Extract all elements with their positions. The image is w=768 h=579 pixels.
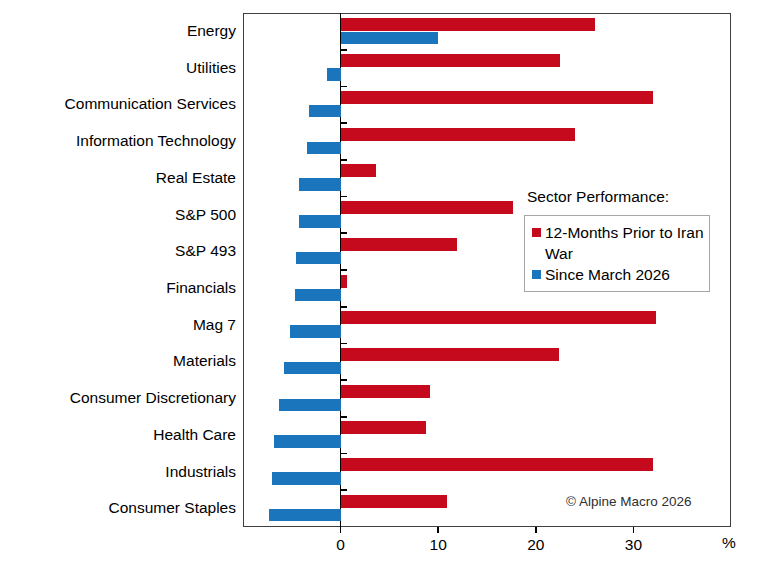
- legend-swatch-red-icon: [532, 228, 541, 237]
- bar-since-march: [274, 435, 340, 448]
- bar-since-march: [269, 509, 340, 522]
- category-axis-tick: [341, 306, 347, 308]
- category-label: S&P 493: [0, 233, 236, 270]
- legend-label-since: Since March 2026: [545, 264, 705, 285]
- category-label: Energy: [0, 13, 236, 50]
- category-label: Health Care: [0, 417, 236, 454]
- bar-since-march: [299, 178, 341, 191]
- bar-since-march: [307, 142, 340, 155]
- legend-label-prior: 12-Months Prior to Iran War: [545, 222, 705, 264]
- bar-prior-iran-war: [341, 128, 575, 141]
- legend-item-prior: 12-Months Prior to Iran War: [532, 222, 705, 264]
- category-label: Mag 7: [0, 307, 236, 344]
- bar-since-march: [284, 362, 341, 375]
- category-label: Financials: [0, 270, 236, 307]
- category-label: Consumer Staples: [0, 490, 236, 527]
- bar-prior-iran-war: [341, 54, 561, 67]
- x-axis-tick: [633, 527, 635, 533]
- category-label: Consumer Discretionary: [0, 380, 236, 417]
- x-axis-tick-label: 0: [321, 536, 361, 554]
- bar-since-march: [295, 289, 341, 302]
- bar-since-march: [309, 105, 340, 118]
- category-axis-tick: [341, 86, 347, 88]
- x-axis-tick: [437, 527, 439, 533]
- category-axis-tick: [341, 343, 347, 345]
- chart-canvas: EnergyUtilitiesCommunication ServicesInf…: [0, 0, 768, 579]
- category-axis-tick: [341, 416, 347, 418]
- x-axis-tick: [535, 527, 537, 533]
- x-axis-tick-label: 10: [418, 536, 458, 554]
- bar-prior-iran-war: [341, 201, 514, 214]
- bar-prior-iran-war: [341, 238, 457, 251]
- category-axis-tick: [341, 379, 347, 381]
- x-axis-tick: [340, 527, 342, 533]
- x-axis-tick-label: 30: [613, 536, 653, 554]
- bar-prior-iran-war: [341, 495, 447, 508]
- legend-swatch-blue-icon: [532, 270, 541, 279]
- bar-prior-iran-war: [341, 348, 560, 361]
- category-axis-tick: [341, 49, 347, 51]
- bar-since-march: [290, 325, 341, 338]
- bar-prior-iran-war: [341, 311, 656, 324]
- bar-since-march: [279, 399, 340, 412]
- bar-since-march: [272, 472, 340, 485]
- bar-prior-iran-war: [341, 91, 653, 104]
- legend-box: 12-Months Prior to Iran War Since March …: [524, 215, 710, 292]
- legend-title: Sector Performance:: [527, 188, 669, 206]
- category-label: Communication Services: [0, 86, 236, 123]
- category-axis-tick: [341, 196, 347, 198]
- bar-since-march: [299, 215, 341, 228]
- copyright-text: © Alpine Macro 2026: [566, 494, 716, 509]
- category-axis-tick: [341, 489, 347, 491]
- category-axis-tick: [341, 269, 347, 271]
- category-label: S&P 500: [0, 197, 236, 234]
- legend-item-since: Since March 2026: [532, 264, 705, 285]
- bar-prior-iran-war: [341, 458, 653, 471]
- category-axis-tick: [341, 232, 347, 234]
- category-axis-tick: [341, 453, 347, 455]
- x-axis-tick-label: 20: [516, 536, 556, 554]
- bar-since-march: [296, 252, 341, 265]
- x-axis-unit-label: %: [722, 534, 762, 552]
- category-label: Industrials: [0, 454, 236, 491]
- category-label: Utilities: [0, 50, 236, 87]
- bar-since-march: [341, 32, 439, 45]
- bar-prior-iran-war: [341, 164, 376, 177]
- category-label: Real Estate: [0, 160, 236, 197]
- bar-prior-iran-war: [341, 18, 596, 31]
- bar-since-march: [327, 68, 341, 81]
- bar-prior-iran-war: [341, 385, 431, 398]
- category-axis-tick: [341, 159, 347, 161]
- bar-prior-iran-war: [341, 421, 427, 434]
- bar-prior-iran-war: [341, 275, 348, 288]
- category-label: Materials: [0, 343, 236, 380]
- category-axis-tick: [341, 122, 347, 124]
- category-label: Information Technology: [0, 123, 236, 160]
